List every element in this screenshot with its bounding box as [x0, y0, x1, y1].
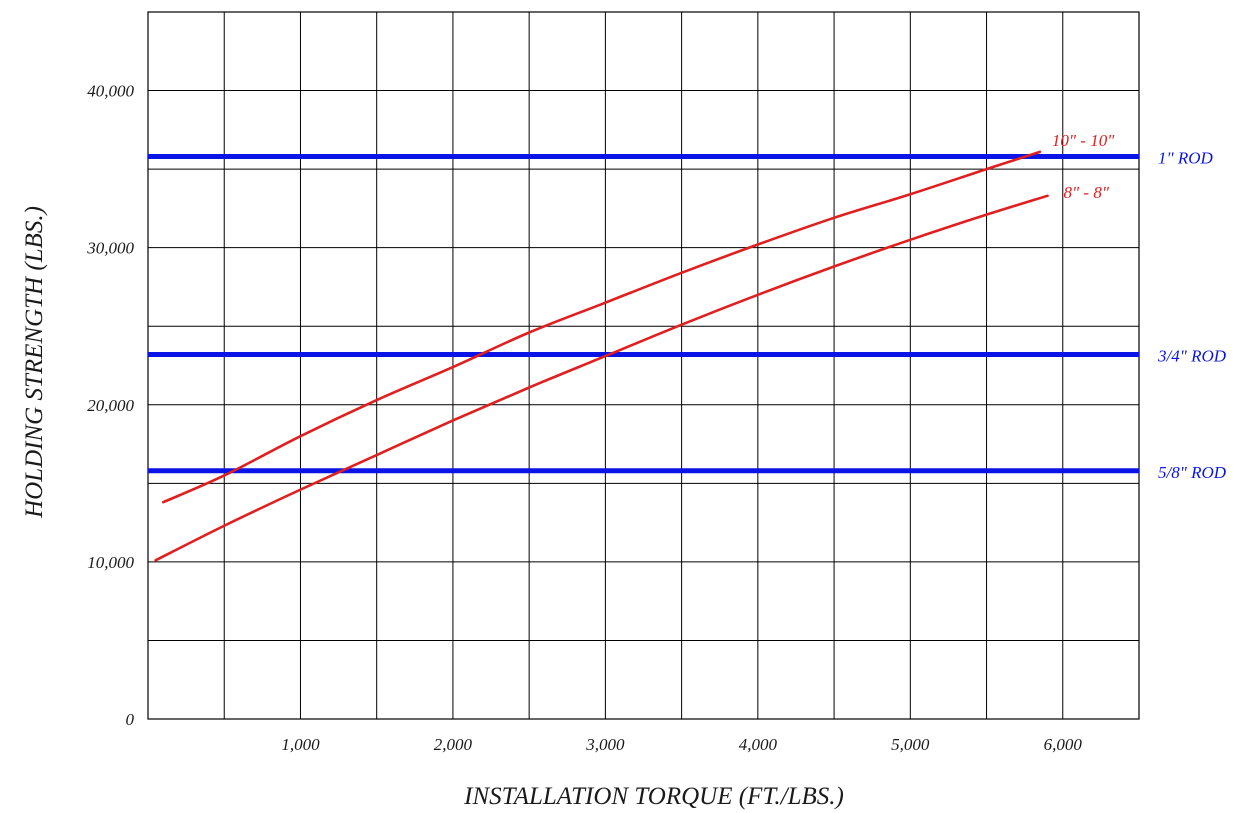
x-tick-label: 1,000	[281, 735, 320, 754]
x-tick-label: 5,000	[891, 735, 930, 754]
y-tick-label: 40,000	[87, 82, 134, 101]
reference-line-label: 3/4" ROD	[1157, 347, 1227, 366]
grid	[148, 12, 1139, 719]
x-tick-label: 3,000	[585, 735, 625, 754]
x-tick-labels: 1,000 2,000 3,000 4,000 5,000 6,000	[281, 735, 1082, 754]
reference-lines: 1" ROD 3/4" ROD 5/8" ROD	[148, 149, 1227, 482]
y-tick-label: 30,000	[86, 239, 134, 258]
x-tick-label: 2,000	[434, 735, 473, 754]
series-label: 10" - 10"	[1052, 131, 1115, 150]
y-tick-label: 20,000	[87, 396, 134, 415]
y-tick-label: 10,000	[87, 553, 134, 572]
series-label: 8" - 8"	[1064, 183, 1110, 202]
reference-line-label: 1" ROD	[1158, 149, 1214, 168]
reference-line-label: 5/8" ROD	[1158, 463, 1227, 482]
x-tick-label: 6,000	[1044, 735, 1083, 754]
x-tick-label: 4,000	[739, 735, 778, 754]
plot-border	[147, 11, 1140, 720]
series-line	[154, 194, 1049, 562]
y-tick-labels: 0 10,000 20,000 30,000 40,000	[86, 82, 134, 729]
series-line	[161, 150, 1042, 504]
x-axis-title: INSTALLATION TORQUE (FT./LBS.)	[463, 783, 844, 810]
series-lines: 10" - 10" 8" - 8"	[154, 131, 1115, 562]
plot-frame	[147, 11, 1140, 720]
y-axis-title: HOLDING STRENGTH (LBS.)	[21, 206, 48, 519]
y-tick-label: 0	[126, 710, 135, 729]
